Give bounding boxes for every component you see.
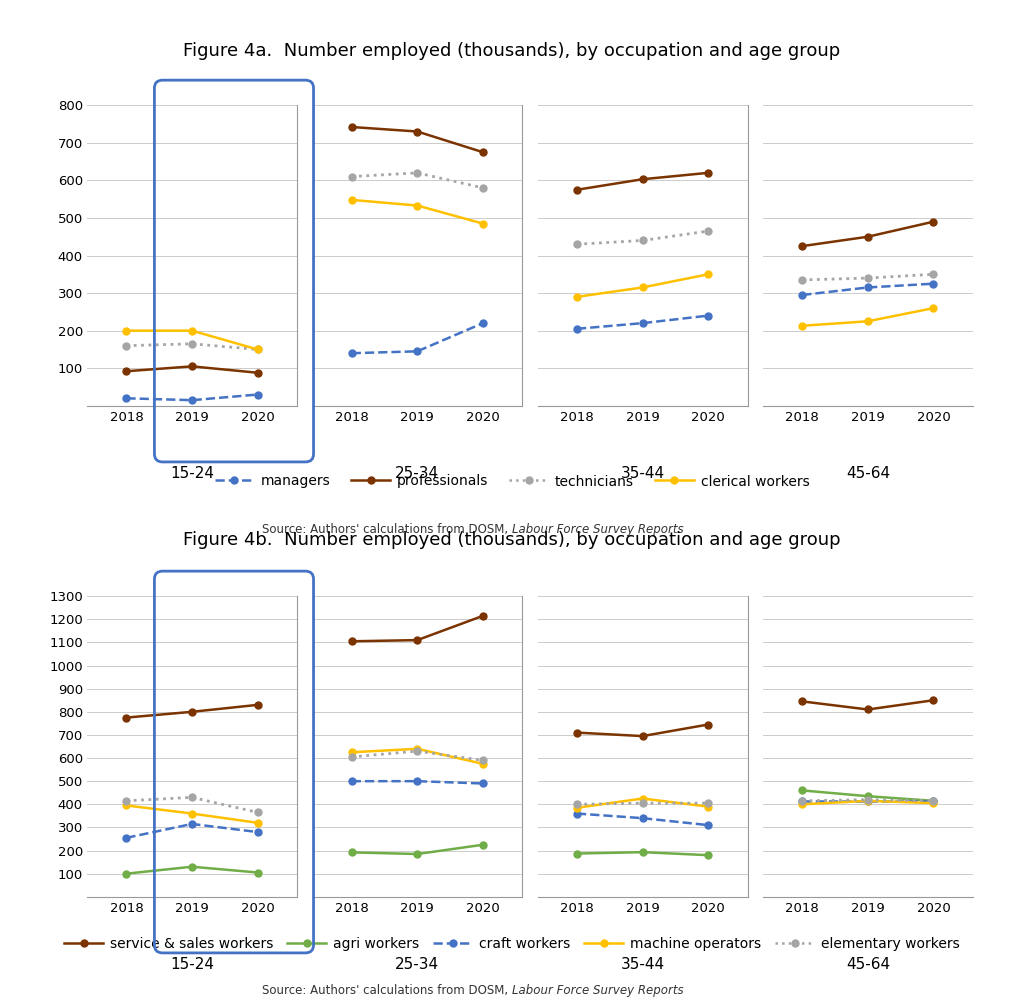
Text: Source: Authors' calculations from DOSM,: Source: Authors' calculations from DOSM, bbox=[262, 523, 512, 536]
Text: 25-34: 25-34 bbox=[395, 466, 439, 481]
Legend: managers, professionals, technicians, clerical workers: managers, professionals, technicians, cl… bbox=[209, 469, 815, 494]
Text: 45-64: 45-64 bbox=[846, 466, 890, 481]
Text: Labour Force Survey Reports: Labour Force Survey Reports bbox=[512, 523, 684, 536]
Text: 45-64: 45-64 bbox=[846, 957, 890, 972]
Text: 15-24: 15-24 bbox=[170, 466, 214, 481]
Text: Labour Force Survey Reports: Labour Force Survey Reports bbox=[512, 984, 684, 997]
Text: Source: Authors' calculations from DOSM,: Source: Authors' calculations from DOSM, bbox=[262, 984, 512, 997]
Text: 15-24: 15-24 bbox=[170, 957, 214, 972]
Text: 35-44: 35-44 bbox=[621, 957, 665, 972]
Text: Figure 4b.  Number employed (thousands), by occupation and age group: Figure 4b. Number employed (thousands), … bbox=[183, 531, 841, 549]
Text: 35-44: 35-44 bbox=[621, 466, 665, 481]
Text: 25-34: 25-34 bbox=[395, 957, 439, 972]
Text: Figure 4a.  Number employed (thousands), by occupation and age group: Figure 4a. Number employed (thousands), … bbox=[183, 42, 841, 60]
Legend: service & sales workers, agri workers, craft workers, machine operators, element: service & sales workers, agri workers, c… bbox=[58, 932, 966, 957]
